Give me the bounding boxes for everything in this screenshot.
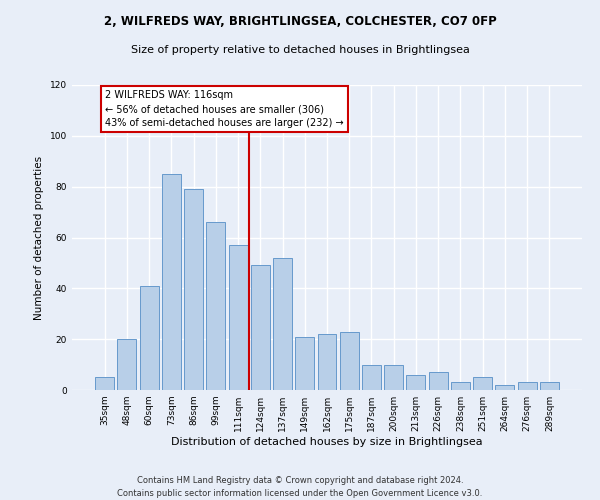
- Bar: [362, 364, 381, 390]
- Text: Contains HM Land Registry data © Crown copyright and database right 2024.
Contai: Contains HM Land Registry data © Crown c…: [118, 476, 482, 498]
- Bar: [451, 382, 470, 390]
- Bar: [317, 334, 337, 390]
- Text: 2, WILFREDS WAY, BRIGHTLINGSEA, COLCHESTER, CO7 0FP: 2, WILFREDS WAY, BRIGHTLINGSEA, COLCHEST…: [104, 15, 496, 28]
- Bar: [162, 174, 181, 390]
- Bar: [95, 378, 114, 390]
- Bar: [184, 189, 203, 390]
- Bar: [496, 385, 514, 390]
- Bar: [229, 245, 248, 390]
- Bar: [273, 258, 292, 390]
- Y-axis label: Number of detached properties: Number of detached properties: [34, 156, 44, 320]
- Bar: [473, 378, 492, 390]
- Bar: [518, 382, 536, 390]
- Bar: [118, 339, 136, 390]
- Text: 2 WILFREDS WAY: 116sqm
← 56% of detached houses are smaller (306)
43% of semi-de: 2 WILFREDS WAY: 116sqm ← 56% of detached…: [105, 90, 344, 128]
- Bar: [251, 266, 270, 390]
- Bar: [340, 332, 359, 390]
- Bar: [206, 222, 225, 390]
- X-axis label: Distribution of detached houses by size in Brightlingsea: Distribution of detached houses by size …: [171, 437, 483, 447]
- Bar: [429, 372, 448, 390]
- Bar: [540, 382, 559, 390]
- Bar: [406, 375, 425, 390]
- Bar: [295, 336, 314, 390]
- Bar: [140, 286, 158, 390]
- Text: Size of property relative to detached houses in Brightlingsea: Size of property relative to detached ho…: [131, 45, 469, 55]
- Bar: [384, 364, 403, 390]
